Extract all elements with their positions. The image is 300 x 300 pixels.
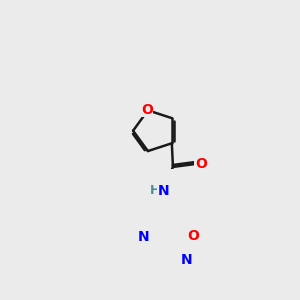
Text: H: H bbox=[150, 184, 160, 197]
Text: O: O bbox=[141, 103, 153, 117]
Text: O: O bbox=[187, 229, 199, 243]
Text: N: N bbox=[158, 184, 170, 198]
Text: N: N bbox=[138, 230, 150, 244]
Text: N: N bbox=[180, 253, 192, 267]
Text: O: O bbox=[195, 157, 207, 171]
